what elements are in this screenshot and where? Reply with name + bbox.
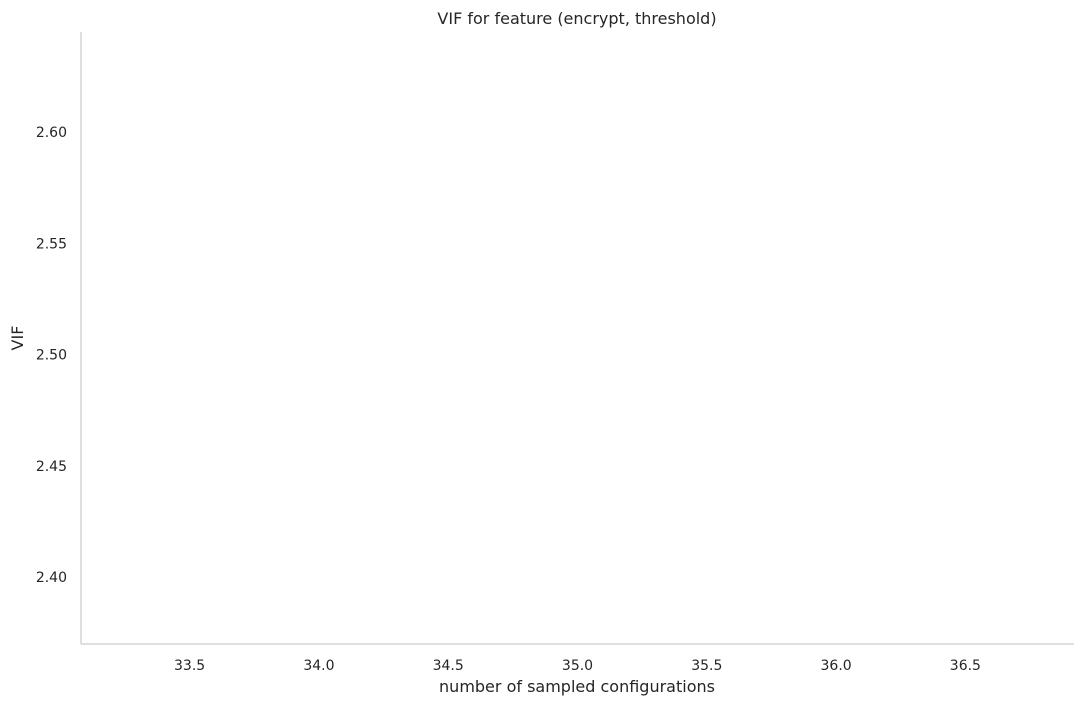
y-tick-label: 2.55 — [36, 236, 67, 252]
y-tick-label: 2.60 — [36, 125, 67, 141]
y-tick-label: 2.45 — [36, 459, 67, 475]
x-tick-label: 36.0 — [821, 658, 852, 674]
y-tick-label: 2.50 — [36, 348, 67, 364]
x-tick-label: 34.5 — [433, 658, 464, 674]
x-tick-label: 36.5 — [950, 658, 981, 674]
y-tick-labels: 2.40 2.45 2.50 2.55 2.60 — [36, 125, 67, 586]
x-tick-label: 33.5 — [174, 658, 205, 674]
x-tick-label: 34.0 — [303, 658, 334, 674]
y-tick-label: 2.40 — [36, 570, 67, 586]
x-axis-label: number of sampled configurations — [439, 677, 715, 696]
x-tick-labels: 33.5 34.0 34.5 35.0 35.5 36.0 36.5 — [174, 658, 981, 674]
x-tick-label: 35.0 — [562, 658, 593, 674]
y-axis-label: VIF — [8, 326, 27, 351]
chart-title: VIF for feature (encrypt, threshold) — [437, 9, 716, 28]
x-tick-label: 35.5 — [691, 658, 722, 674]
